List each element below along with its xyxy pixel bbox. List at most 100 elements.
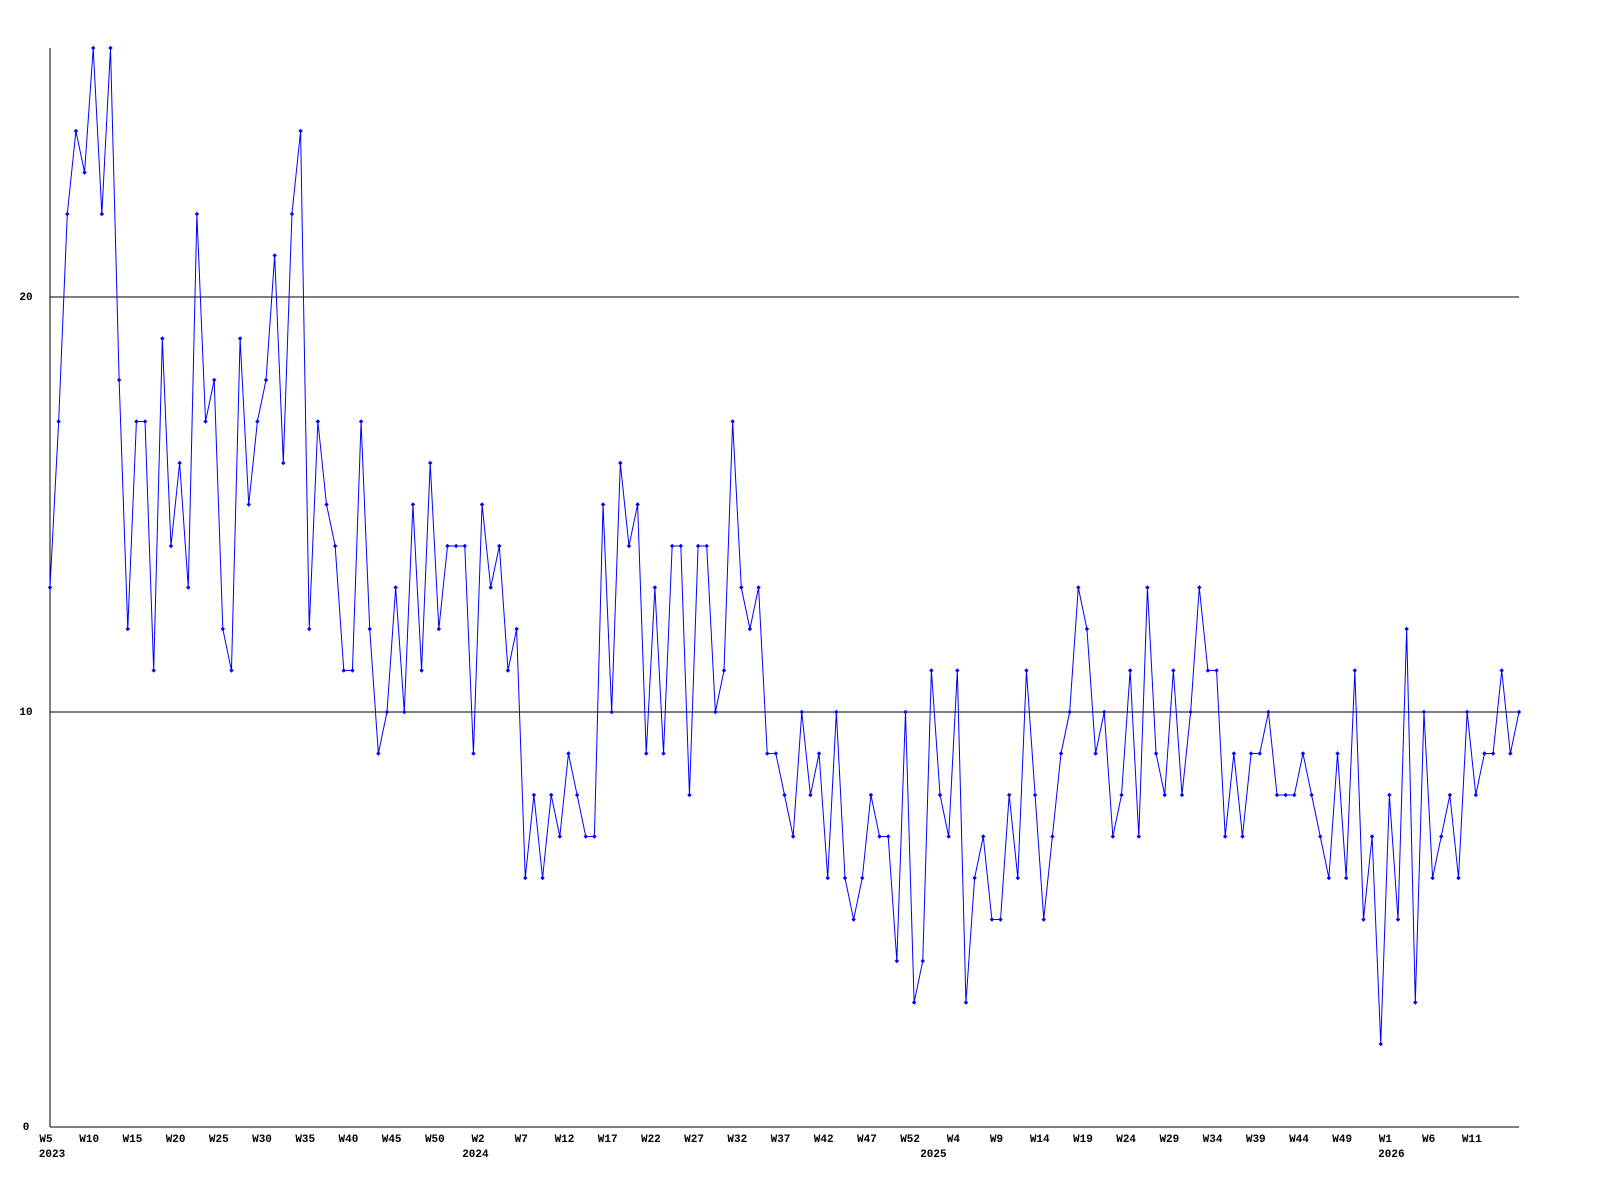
data-point: [695, 543, 701, 549]
data-point: [1093, 751, 1098, 756]
data-point: [479, 502, 485, 507]
x-tick-label: W9: [990, 1134, 1003, 1146]
data-point: [1404, 626, 1409, 632]
data-point: [358, 419, 364, 424]
data-point: [600, 502, 606, 507]
data-point: [445, 543, 450, 549]
x-tick-label: W1: [1379, 1134, 1393, 1146]
data-point: [1102, 709, 1107, 715]
data-point: [289, 211, 295, 217]
data-point: [272, 253, 277, 258]
x-tick-label: W49: [1332, 1134, 1352, 1146]
data-point: [851, 917, 856, 922]
data-point: [186, 585, 191, 590]
data-point: [1119, 792, 1124, 798]
data-point: [315, 419, 321, 424]
data-point: [920, 958, 925, 964]
data-point: [177, 460, 182, 466]
data-point: [1395, 917, 1401, 922]
data-point: [523, 875, 528, 881]
data-point: [1300, 751, 1306, 756]
data-point: [790, 834, 796, 839]
x-tick-label: W45: [382, 1134, 402, 1146]
data-point: [1084, 626, 1090, 632]
data-point: [1205, 668, 1211, 673]
data-point: [324, 502, 329, 507]
data-point: [747, 626, 753, 632]
data-point: [773, 751, 779, 756]
data-point: [1050, 834, 1055, 839]
data-point: [998, 917, 1003, 922]
data-point: [894, 958, 900, 964]
data-point: [1430, 875, 1435, 881]
data-point: [548, 792, 554, 798]
data-point: [436, 626, 442, 632]
data-point: [1378, 1041, 1383, 1047]
x-tick-label: W35: [295, 1134, 315, 1146]
data-point: [557, 834, 563, 839]
data-point: [73, 128, 79, 134]
data-point: [644, 751, 649, 756]
data-point: [1197, 585, 1202, 590]
data-point: [1240, 834, 1245, 839]
data-point: [1223, 834, 1228, 839]
data-point: [1076, 585, 1081, 590]
data-point: [981, 834, 986, 839]
x-tick-label: W42: [814, 1134, 834, 1146]
data-point: [687, 792, 692, 798]
x-year-label: 2024: [462, 1149, 489, 1161]
data-point: [946, 834, 951, 839]
data-point: [402, 709, 407, 715]
data-point: [1032, 792, 1038, 798]
x-tick-label: W4: [947, 1134, 961, 1146]
x-tick-label: W7: [515, 1134, 528, 1146]
data-point: [1482, 751, 1487, 756]
data-point: [82, 170, 87, 175]
data-point: [47, 585, 53, 590]
x-tick-label: W30: [252, 1134, 272, 1146]
data-point: [1058, 751, 1064, 756]
data-point: [1413, 1000, 1418, 1005]
data-point: [194, 211, 200, 217]
data-point: [384, 709, 390, 715]
x-tick-label: W2: [471, 1134, 484, 1146]
data-point: [583, 834, 588, 839]
data-point: [1292, 792, 1297, 798]
data-point: [652, 585, 658, 590]
data-point: [618, 460, 623, 466]
data-point: [592, 834, 597, 839]
x-tick-label: W24: [1116, 1134, 1136, 1146]
data-point: [350, 668, 355, 673]
data-point: [713, 709, 718, 715]
data-point: [1473, 792, 1478, 798]
data-point: [91, 45, 96, 51]
data-point: [237, 336, 243, 341]
x-tick-label: W11: [1462, 1134, 1482, 1146]
data-point: [1439, 834, 1444, 839]
data-point: [1006, 792, 1012, 798]
data-point: [367, 626, 372, 632]
data-point: [108, 45, 113, 51]
data-point: [1162, 792, 1167, 798]
data-point: [341, 668, 346, 673]
data-point: [721, 668, 727, 673]
x-tick-label: W15: [123, 1134, 143, 1146]
data-point: [1499, 668, 1504, 673]
data-point: [825, 875, 830, 881]
data-point: [834, 709, 839, 715]
x-tick-label: W20: [166, 1134, 186, 1146]
data-point: [255, 419, 260, 424]
data-point: [332, 543, 338, 549]
data-point: [1456, 875, 1461, 881]
data-point: [203, 419, 208, 424]
data-point: [505, 668, 511, 673]
data-point: [1179, 792, 1185, 798]
data-point: [1326, 875, 1332, 881]
data-point: [678, 543, 684, 549]
data-point: [1067, 709, 1072, 715]
data-point: [125, 626, 130, 632]
data-point: [1490, 751, 1496, 756]
data-point: [877, 834, 882, 839]
data-point: [1024, 668, 1029, 673]
